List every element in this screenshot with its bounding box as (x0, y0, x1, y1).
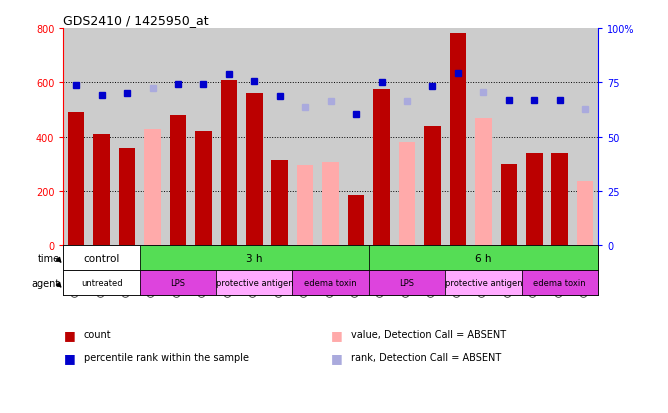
Text: edema toxin: edema toxin (305, 278, 357, 287)
Bar (522, 271, 598, 295)
Bar (220, 81, 237, 246)
Bar (246, 94, 263, 246)
Bar (140, 271, 216, 295)
Text: ■: ■ (63, 328, 75, 341)
Bar (63, 246, 140, 271)
Bar (450, 34, 466, 246)
Text: agent: agent (32, 278, 60, 288)
Text: time: time (38, 253, 60, 263)
Bar (500, 164, 517, 246)
Bar (577, 182, 593, 246)
Bar (293, 271, 369, 295)
Text: count: count (84, 330, 111, 339)
Text: ■: ■ (331, 351, 343, 364)
Bar (475, 119, 492, 246)
Text: 3 h: 3 h (246, 253, 263, 263)
Text: protective antigen: protective antigen (216, 278, 293, 287)
Text: GDS2410 / 1425950_at: GDS2410 / 1425950_at (63, 14, 209, 27)
Bar (526, 154, 542, 246)
Text: ■: ■ (331, 328, 343, 341)
Bar (369, 271, 445, 295)
Text: rank, Detection Call = ABSENT: rank, Detection Call = ABSENT (351, 352, 501, 362)
Bar (63, 271, 140, 295)
Bar (323, 163, 339, 246)
Bar (94, 135, 110, 246)
Bar (119, 148, 136, 246)
Bar (373, 90, 390, 246)
Text: edema toxin: edema toxin (533, 278, 586, 287)
Bar (68, 113, 84, 246)
Bar (195, 132, 212, 246)
Bar (140, 246, 369, 271)
Bar (271, 160, 288, 246)
Text: LPS: LPS (399, 278, 415, 287)
Text: untreated: untreated (81, 278, 122, 287)
Text: LPS: LPS (170, 278, 186, 287)
Bar (297, 166, 313, 246)
Bar (170, 116, 186, 246)
Text: protective antigen: protective antigen (444, 278, 522, 287)
Bar (399, 143, 415, 246)
Bar (424, 126, 441, 246)
Bar (348, 196, 364, 246)
Text: control: control (84, 253, 120, 263)
Bar (216, 271, 293, 295)
Bar (551, 154, 568, 246)
Text: percentile rank within the sample: percentile rank within the sample (84, 352, 248, 362)
Text: 6 h: 6 h (475, 253, 492, 263)
Text: value, Detection Call = ABSENT: value, Detection Call = ABSENT (351, 330, 506, 339)
Bar (369, 246, 598, 271)
Text: ■: ■ (63, 351, 75, 364)
Bar (445, 271, 522, 295)
Bar (144, 129, 161, 246)
